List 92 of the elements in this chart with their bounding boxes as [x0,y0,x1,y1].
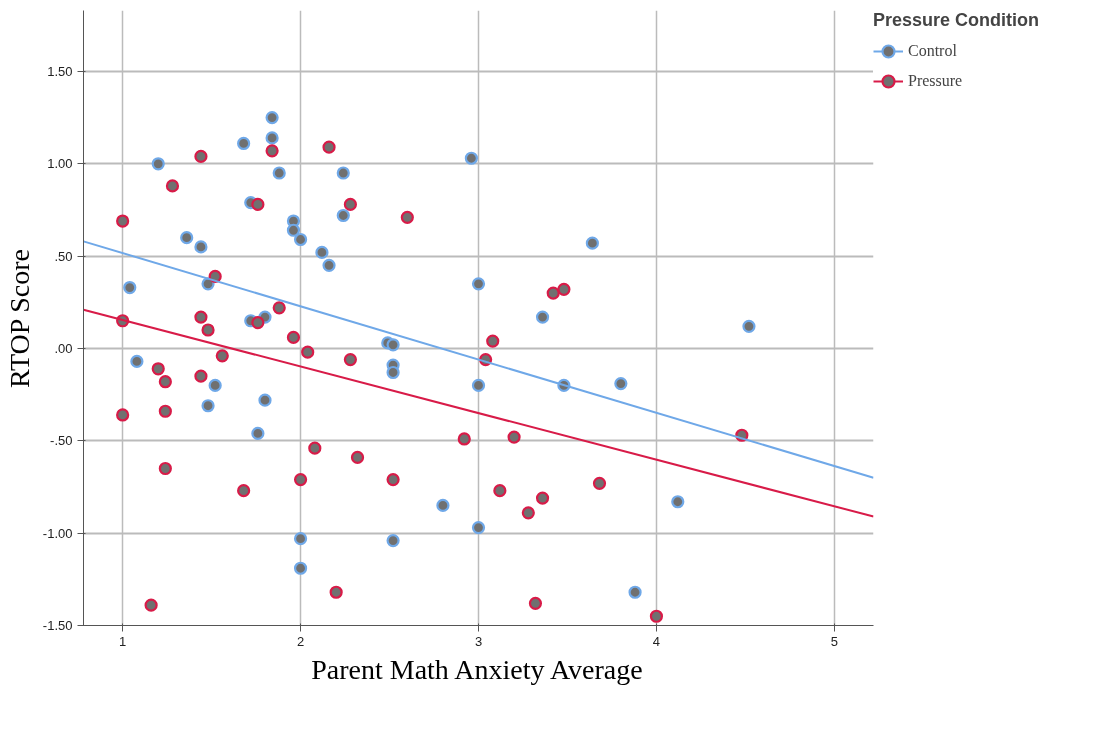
point [158,375,172,389]
point [436,498,450,513]
point [165,179,180,193]
point [322,140,336,154]
point [258,393,272,407]
point [386,338,400,352]
point [507,430,521,444]
y-tick-label: -.50 [50,433,73,449]
point [158,461,172,476]
point [585,236,599,250]
point [329,585,343,599]
point [486,334,500,348]
point [343,197,357,212]
point [286,330,301,344]
point [471,378,486,392]
point [215,349,229,363]
point [201,323,215,337]
point [116,214,130,228]
point [144,598,158,612]
point [386,365,400,380]
x-axis-title: Parent Math Anxiety Average [311,653,643,685]
point [208,378,222,392]
point [251,197,265,212]
point [493,484,507,498]
point [130,354,144,368]
point [471,277,486,291]
x-tick-label: 5 [830,633,838,649]
point [521,506,535,520]
point [471,521,486,535]
point [322,258,336,272]
point [237,136,251,151]
point [180,231,194,245]
x-tick-label: 3 [474,633,483,649]
point [343,352,357,367]
point [265,144,279,158]
point [546,286,560,300]
point [272,301,286,315]
point [400,210,414,224]
point [286,223,301,237]
y-tick-label: -1.50 [42,618,73,633]
point [528,596,543,610]
point [301,345,315,359]
point [535,310,550,324]
point [386,533,400,548]
point [614,376,628,391]
point [315,245,329,260]
point [158,404,172,418]
point [592,476,607,490]
point [557,282,571,296]
point [272,166,286,180]
point [151,157,165,171]
point [201,399,215,413]
y-tick-label: .50 [54,248,73,264]
point [194,149,208,163]
point [151,362,165,376]
point [350,450,365,465]
point [194,369,208,383]
point [535,491,550,505]
point [671,495,685,509]
y-axis-title: RTOP Score [3,248,35,389]
point [265,131,279,145]
y-tick-label: 1.50 [47,63,73,79]
point [237,484,251,498]
point [649,609,664,623]
legend-title: Pressure Condition [873,10,1040,31]
point [194,240,208,254]
point [293,473,308,487]
point [386,473,400,487]
x-tick-label: 4 [652,633,661,649]
y-tick-label: .00 [54,340,73,356]
point [293,532,308,546]
point [116,408,130,422]
point [251,426,265,441]
point [336,166,350,180]
point [293,561,308,575]
point [123,280,137,295]
point [251,316,265,330]
point [336,208,350,223]
point [293,232,308,247]
point [308,441,322,455]
y-tick-label: 1.00 [47,156,73,172]
legend-label: Pressure [908,72,963,90]
point [742,319,756,333]
x-tick-label: 1 [119,633,127,649]
point [265,111,279,125]
y-tick-label: -1.00 [42,525,73,541]
point [457,432,471,446]
x-tick-label: 2 [296,633,305,649]
point [628,585,642,599]
legend-label: Control [908,42,957,60]
point [464,151,478,165]
point [194,310,208,324]
